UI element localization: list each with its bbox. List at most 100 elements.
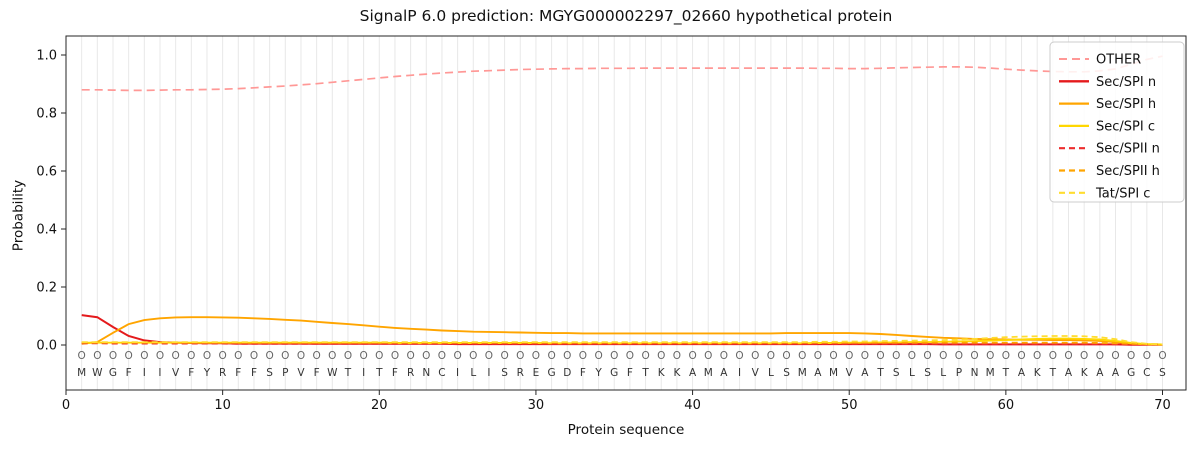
predicted-label: O — [187, 350, 195, 362]
predicted-label: O — [939, 350, 947, 362]
predicted-label: O — [704, 350, 712, 362]
predicted-label: O — [970, 350, 978, 362]
residue-letter: L — [470, 367, 476, 379]
residue-letter: K — [673, 367, 681, 379]
residue-letter: K — [1081, 367, 1089, 379]
residue-letter: S — [783, 367, 790, 379]
predicted-label: O — [516, 350, 524, 362]
residue-letter: V — [172, 367, 180, 379]
residue-letter: K — [1034, 367, 1042, 379]
predicted-label: O — [579, 350, 587, 362]
predicted-label: O — [344, 350, 352, 362]
predicted-label: O — [923, 350, 931, 362]
predicted-label: O — [626, 350, 634, 362]
residue-letter: W — [327, 367, 338, 379]
x-tick-label: 0 — [62, 398, 70, 413]
residue-letter: L — [768, 367, 774, 379]
residue-letter: A — [720, 367, 728, 379]
residue-letter: A — [1112, 367, 1120, 379]
predicted-label: O — [406, 350, 414, 362]
x-tick-label: 40 — [684, 398, 701, 413]
y-tick-label: 1.0 — [36, 49, 57, 64]
predicted-label: O — [469, 350, 477, 362]
residue-letter: T — [1049, 367, 1057, 379]
predicted-label: O — [673, 350, 681, 362]
residue-letter: L — [940, 367, 946, 379]
predicted-label: O — [861, 350, 869, 362]
predicted-label: O — [156, 350, 164, 362]
residue-letter: E — [533, 367, 540, 379]
predicted-label: O — [641, 350, 649, 362]
predicted-label: O — [845, 350, 853, 362]
predicted-label: O — [453, 350, 461, 362]
series-line-sec-spii-n — [81, 342, 1163, 346]
residue-letter: G — [610, 367, 618, 379]
residue-letter: S — [501, 367, 508, 379]
predicted-label: O — [908, 350, 916, 362]
residue-letter: V — [846, 367, 854, 379]
residue-letter: C — [438, 367, 445, 379]
y-tick-label: 0.6 — [36, 165, 57, 180]
predicted-label: O — [532, 350, 540, 362]
residue-letter: M — [986, 367, 995, 379]
predicted-label: O — [594, 350, 602, 362]
predicted-label: O — [814, 350, 822, 362]
legend-label: Sec/SPI n — [1096, 75, 1156, 90]
residue-letter: I — [487, 367, 490, 379]
predicted-label: O — [485, 350, 493, 362]
predicted-label: O — [782, 350, 790, 362]
y-tick-label: 0.2 — [36, 281, 57, 296]
predicted-label: O — [1111, 350, 1119, 362]
residue-letter: S — [924, 367, 931, 379]
residue-letter: K — [658, 367, 666, 379]
residue-letter: Y — [203, 367, 211, 379]
predicted-label: O — [391, 350, 399, 362]
residue-letter: M — [829, 367, 838, 379]
predicted-label: O — [422, 350, 430, 362]
legend-label: Sec/SPI c — [1096, 119, 1155, 134]
residue-letter: L — [909, 367, 915, 379]
residue-letter: F — [627, 367, 633, 379]
residue-letter: F — [314, 367, 320, 379]
predicted-label: O — [735, 350, 743, 362]
residue-letter: S — [1159, 367, 1166, 379]
residue-letter: G — [109, 367, 117, 379]
residue-letter: V — [297, 367, 305, 379]
predicted-label: O — [359, 350, 367, 362]
residue-letter: T — [641, 367, 649, 379]
series-line-other — [81, 55, 1163, 92]
residue-letter: F — [580, 367, 586, 379]
legend-label: Tat/SPI c — [1095, 186, 1150, 201]
residue-letter: A — [1018, 367, 1026, 379]
residue-letter: F — [188, 367, 194, 379]
predicted-label: O — [767, 350, 775, 362]
predicted-label: O — [375, 350, 383, 362]
predicted-label: O — [281, 350, 289, 362]
predicted-label: O — [297, 350, 305, 362]
predicted-label: O — [125, 350, 133, 362]
predicted-label: O — [500, 350, 508, 362]
predicted-label: O — [657, 350, 665, 362]
residue-letter: I — [143, 367, 146, 379]
predicted-label: O — [266, 350, 274, 362]
residue-letter: Y — [594, 367, 602, 379]
residue-letter: T — [344, 367, 352, 379]
residue-letter: G — [1127, 367, 1135, 379]
predicted-label: O — [140, 350, 148, 362]
predicted-label: O — [1080, 350, 1088, 362]
residue-letter: C — [1143, 367, 1150, 379]
predicted-label: O — [93, 350, 101, 362]
residue-letter: M — [77, 367, 86, 379]
predicted-label: O — [986, 350, 994, 362]
residue-letter: R — [219, 367, 226, 379]
x-tick-label: 10 — [214, 398, 231, 413]
residue-letter: G — [548, 367, 556, 379]
residue-letter: A — [861, 367, 869, 379]
y-tick-label: 0.0 — [36, 339, 57, 354]
predicted-label: O — [78, 350, 86, 362]
predicted-label: O — [219, 350, 227, 362]
legend-label: OTHER — [1096, 53, 1141, 68]
residue-letter: F — [392, 367, 398, 379]
predicted-label: O — [1064, 350, 1072, 362]
predicted-label: O — [312, 350, 320, 362]
